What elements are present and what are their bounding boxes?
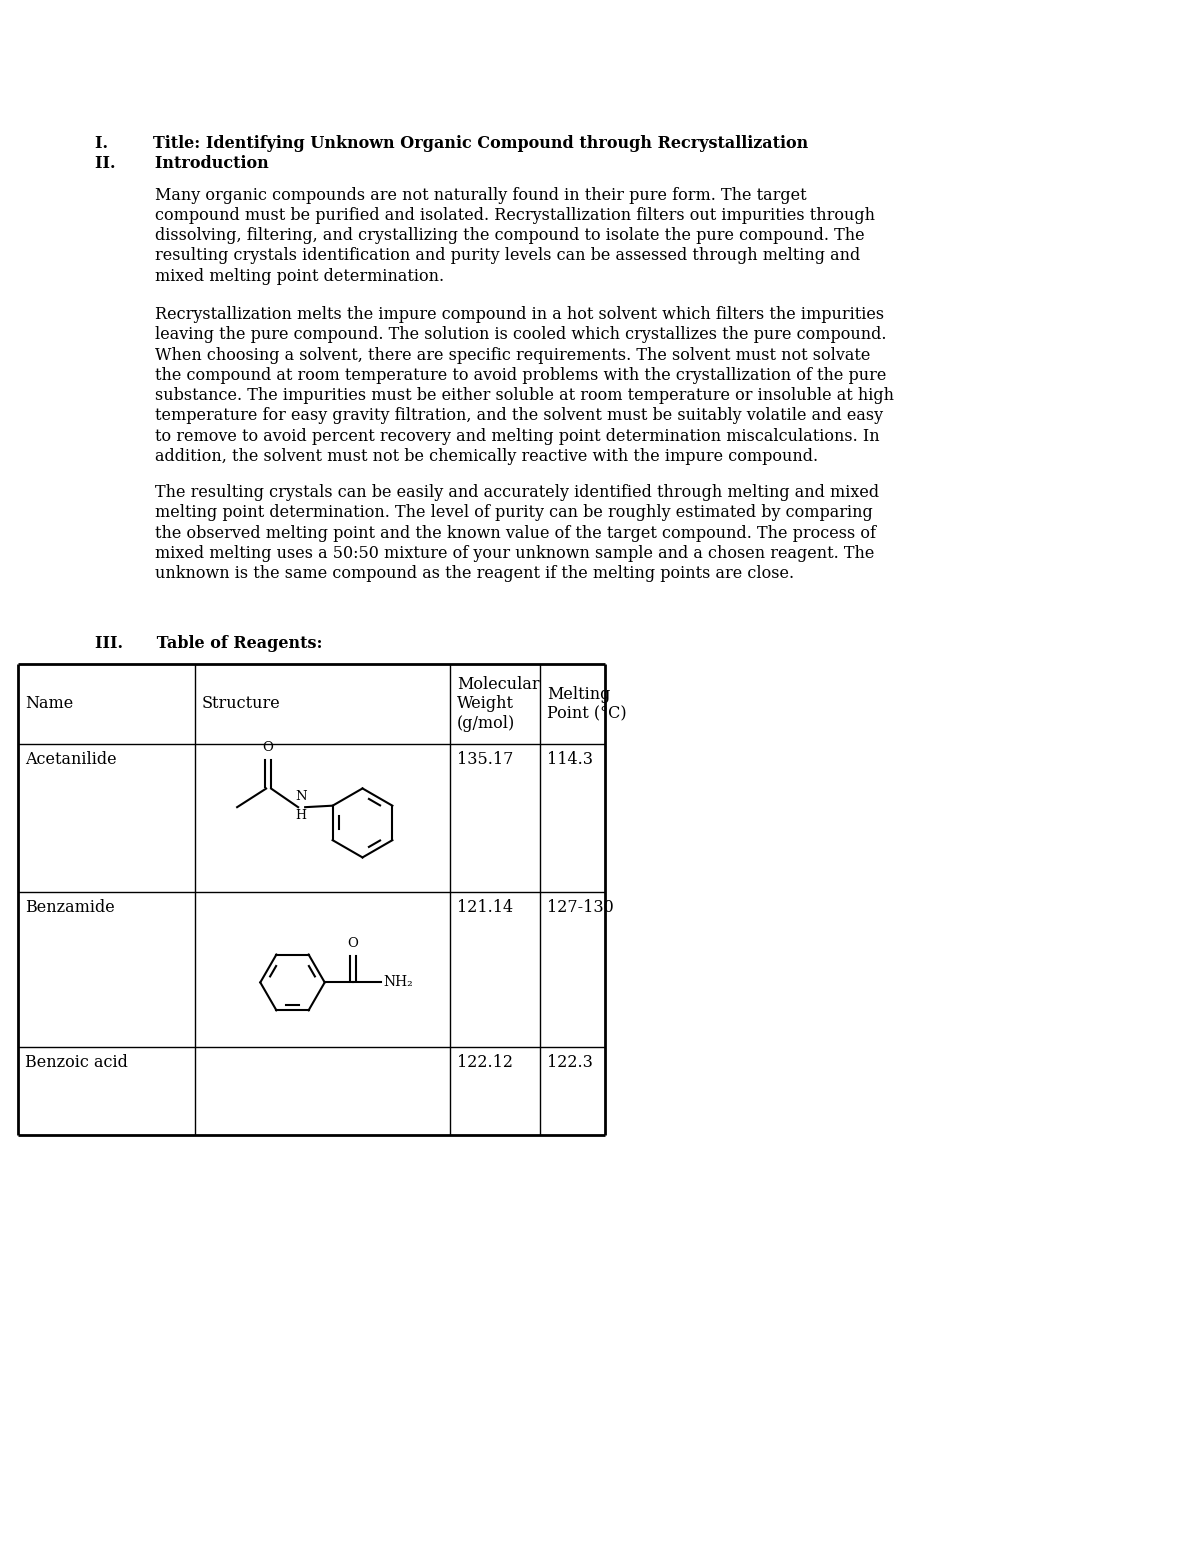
Text: 127-130: 127-130 — [547, 899, 613, 916]
Text: Acetanilide: Acetanilide — [25, 752, 116, 767]
Text: I.        Title: Identifying Unknown Organic Compound through Recrystallization: I. Title: Identifying Unknown Organic Co… — [95, 135, 809, 152]
Text: NH₂: NH₂ — [384, 975, 414, 989]
Text: The resulting crystals can be easily and accurately identified through melting a: The resulting crystals can be easily and… — [155, 485, 880, 582]
Text: Molecular
Weight
(g/mol): Molecular Weight (g/mol) — [457, 676, 540, 731]
Text: Recrystallization melts the impure compound in a hot solvent which filters the i: Recrystallization melts the impure compo… — [155, 306, 894, 464]
Text: 122.12: 122.12 — [457, 1054, 514, 1072]
Text: H: H — [295, 809, 307, 822]
Text: 121.14: 121.14 — [457, 899, 514, 916]
Text: III.      Table of Reagents:: III. Table of Reagents: — [95, 635, 323, 652]
Text: O: O — [347, 936, 358, 950]
Text: 114.3: 114.3 — [547, 752, 593, 767]
Text: 135.17: 135.17 — [457, 752, 514, 767]
Text: Melting
Point (°C): Melting Point (°C) — [547, 685, 626, 722]
Text: Benzoic acid: Benzoic acid — [25, 1054, 128, 1072]
Text: Name: Name — [25, 696, 73, 713]
Text: II.       Introduction: II. Introduction — [95, 155, 269, 172]
Text: Many organic compounds are not naturally found in their pure form. The target
co: Many organic compounds are not naturally… — [155, 186, 875, 284]
Text: O: O — [263, 741, 274, 755]
Text: Benzamide: Benzamide — [25, 899, 115, 916]
Text: N: N — [295, 790, 307, 803]
Text: 122.3: 122.3 — [547, 1054, 593, 1072]
Text: Structure: Structure — [202, 696, 281, 713]
